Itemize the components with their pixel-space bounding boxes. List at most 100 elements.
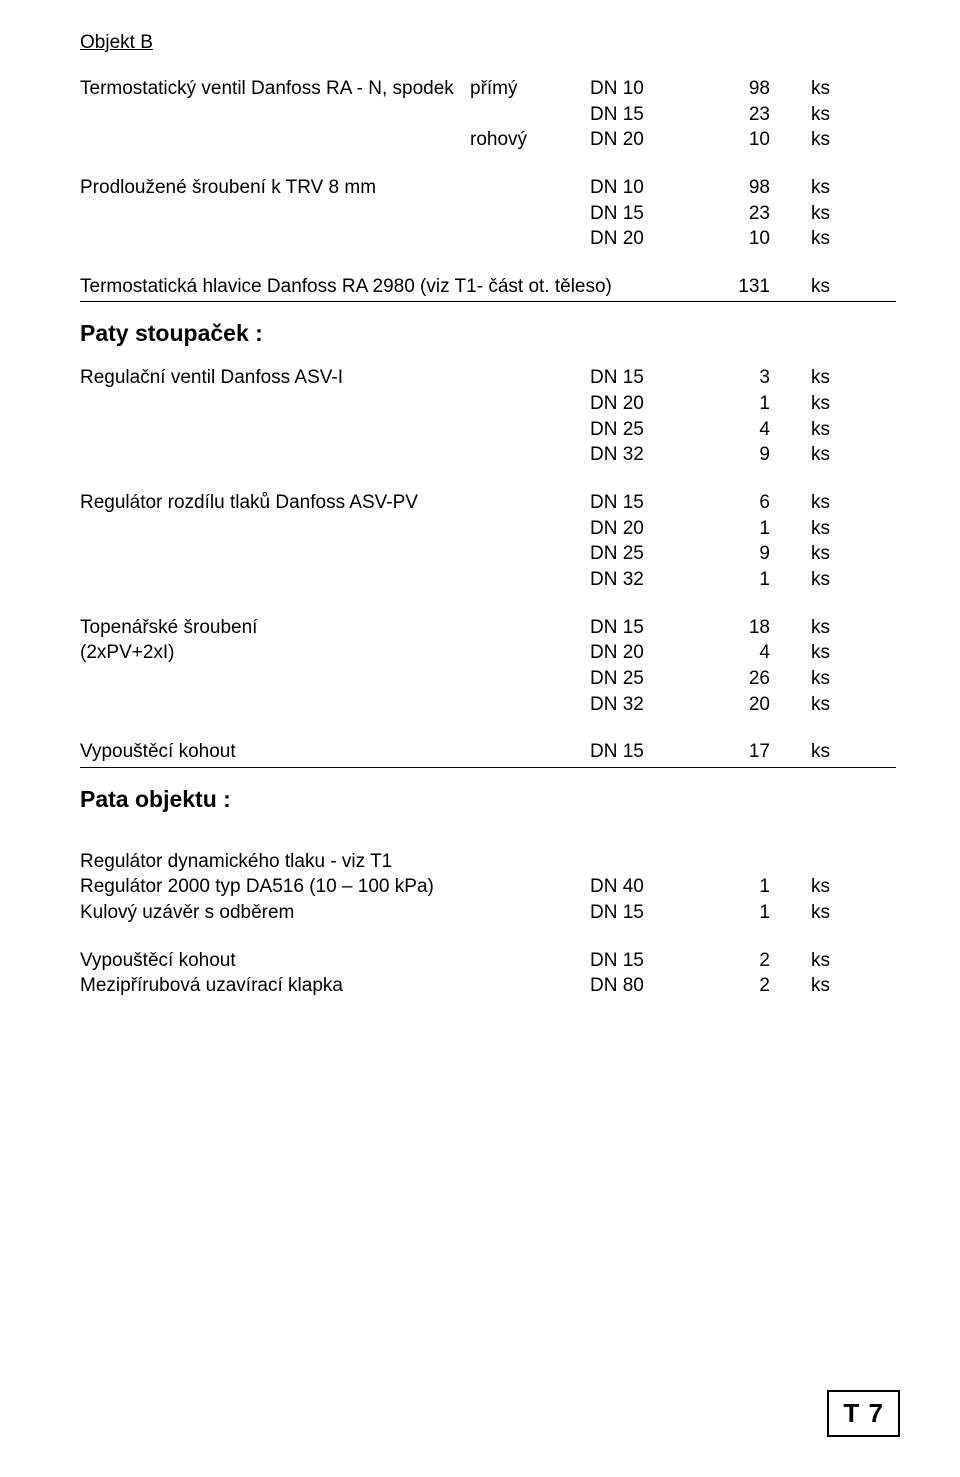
row-label <box>80 201 470 227</box>
row-unit: ks <box>770 666 830 692</box>
row-label: Termostatická hlavice Danfoss RA 2980 (v… <box>80 274 690 300</box>
row-mid <box>470 948 590 974</box>
row-mid <box>470 541 590 567</box>
group-regdyn: Regulátor dynamického tlaku - viz T1 Reg… <box>80 849 896 926</box>
spec-row: Kulový uzávěr s odběrem DN 15 1 ks <box>80 900 896 926</box>
row-qty: 98 <box>690 76 770 102</box>
row-label <box>80 516 470 542</box>
row-label <box>80 666 470 692</box>
row-qty: 3 <box>690 365 770 391</box>
row-mid <box>470 739 590 765</box>
row-qty: 23 <box>690 102 770 128</box>
row-mid <box>470 640 590 666</box>
section-title: Objekt B <box>80 32 896 54</box>
spec-row: DN 20 10 ks <box>80 226 896 252</box>
spec-row: Termostatický ventil Danfoss RA - N, spo… <box>80 76 896 102</box>
row-qty: 23 <box>690 201 770 227</box>
spec-row: Regulační ventil Danfoss ASV-I DN 15 3 k… <box>80 365 896 391</box>
row-mid <box>470 417 590 443</box>
row-dn: DN 15 <box>590 900 690 926</box>
row-unit: ks <box>770 417 830 443</box>
page: Objekt B Termostatický ventil Danfoss RA… <box>0 0 960 1477</box>
row-unit: ks <box>770 175 830 201</box>
row-dn: DN 15 <box>590 365 690 391</box>
row-label: Topenářské šroubení <box>80 615 470 641</box>
row-unit: ks <box>770 490 830 516</box>
row-mid: rohový <box>470 127 590 153</box>
spec-row: DN 20 1 ks <box>80 516 896 542</box>
row-mid <box>470 666 590 692</box>
row-label: Mezipřírubová uzavírací klapka <box>80 973 470 999</box>
group-vypoust1: Vypouštěcí kohout DN 15 17 ks <box>80 739 896 768</box>
row-unit: ks <box>770 739 830 765</box>
row-label: (2xPV+2xI) <box>80 640 470 666</box>
row-dn: DN 32 <box>590 567 690 593</box>
row-label: Regulátor 2000 typ DA516 (10 – 100 kPa) <box>80 874 470 900</box>
row-dn: DN 32 <box>590 692 690 718</box>
row-qty: 17 <box>690 739 770 765</box>
row-unit: ks <box>770 692 830 718</box>
row-qty: 1 <box>690 900 770 926</box>
row-mid <box>470 567 590 593</box>
heading-pata-objektu: Pata objektu : <box>80 786 896 813</box>
row-dn: DN 15 <box>590 102 690 128</box>
spec-row: Vypouštěcí kohout DN 15 2 ks <box>80 948 896 974</box>
row-mid <box>470 973 590 999</box>
group-vypoust2: Vypouštěcí kohout DN 15 2 ks Mezipřírubo… <box>80 948 896 999</box>
row-dn: DN 20 <box>590 127 690 153</box>
row-unit: ks <box>770 226 830 252</box>
row-label: Vypouštěcí kohout <box>80 739 470 765</box>
row-unit: ks <box>770 127 830 153</box>
spec-row: DN 20 1 ks <box>80 391 896 417</box>
row-label <box>80 226 470 252</box>
row-label <box>80 102 470 128</box>
row-qty: 10 <box>690 127 770 153</box>
row-label <box>80 692 470 718</box>
row-unit: ks <box>770 442 830 468</box>
row-mid <box>470 175 590 201</box>
spec-row: Regulátor 2000 typ DA516 (10 – 100 kPa) … <box>80 874 896 900</box>
row-dn: DN 15 <box>590 739 690 765</box>
row-unit: ks <box>770 274 830 300</box>
row-unit: ks <box>770 541 830 567</box>
row-mid <box>470 490 590 516</box>
row-qty: 1 <box>690 874 770 900</box>
row-mid <box>470 102 590 128</box>
divider <box>80 767 896 768</box>
row-qty: 4 <box>690 640 770 666</box>
row-qty: 26 <box>690 666 770 692</box>
row-qty: 6 <box>690 490 770 516</box>
row-label: Vypouštěcí kohout <box>80 948 470 974</box>
spec-row: Termostatická hlavice Danfoss RA 2980 (v… <box>80 274 896 300</box>
row-label: Regulační ventil Danfoss ASV-I <box>80 365 470 391</box>
spec-row: DN 25 26 ks <box>80 666 896 692</box>
row-qty: 1 <box>690 567 770 593</box>
spec-row: DN 32 20 ks <box>80 692 896 718</box>
spec-row: Prodloužené šroubení k TRV 8 mm DN 10 98… <box>80 175 896 201</box>
row-unit: ks <box>770 900 830 926</box>
row-mid <box>470 201 590 227</box>
group-asvpv: Regulátor rozdílu tlaků Danfoss ASV-PV D… <box>80 490 896 593</box>
row-dn: DN 80 <box>590 973 690 999</box>
row-label <box>80 417 470 443</box>
group-asvi: Regulační ventil Danfoss ASV-I DN 15 3 k… <box>80 365 896 468</box>
row-dn: DN 10 <box>590 175 690 201</box>
row-qty: 1 <box>690 516 770 542</box>
spec-row: DN 25 4 ks <box>80 417 896 443</box>
row-qty: 9 <box>690 541 770 567</box>
spec-row: (2xPV+2xI) DN 20 4 ks <box>80 640 896 666</box>
spec-row: Vypouštěcí kohout DN 15 17 ks <box>80 739 896 765</box>
spec-row: DN 15 23 ks <box>80 201 896 227</box>
row-label <box>80 567 470 593</box>
row-unit: ks <box>770 201 830 227</box>
row-dn: DN 25 <box>590 417 690 443</box>
row-unit: ks <box>770 76 830 102</box>
row-dn: DN 32 <box>590 442 690 468</box>
row-unit: ks <box>770 365 830 391</box>
row-unit: ks <box>770 640 830 666</box>
row-dn: DN 25 <box>590 541 690 567</box>
row-mid <box>470 365 590 391</box>
row-unit: ks <box>770 874 830 900</box>
group-hlavice: Termostatická hlavice Danfoss RA 2980 (v… <box>80 274 896 303</box>
row-unit: ks <box>770 516 830 542</box>
